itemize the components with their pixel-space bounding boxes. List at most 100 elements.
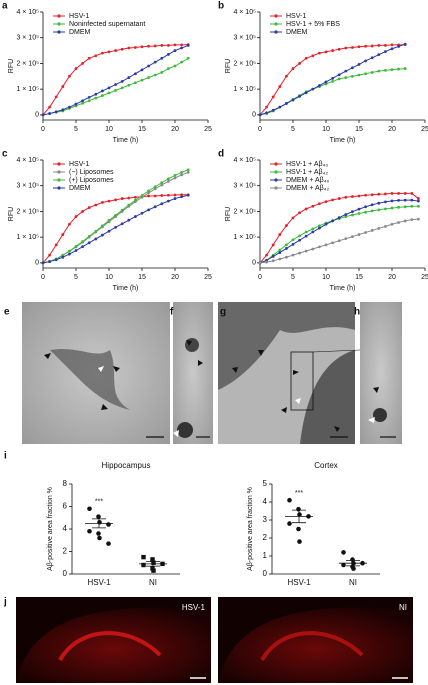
legend-label: HSV-1 xyxy=(286,13,306,20)
data-point xyxy=(87,234,91,238)
data-point xyxy=(61,253,65,257)
aggregate xyxy=(185,338,199,352)
data-point xyxy=(298,211,301,215)
legend-marker xyxy=(274,14,278,18)
y-tick-label: 4 × 10⁵ xyxy=(233,9,256,16)
data-point xyxy=(311,230,315,234)
legend-marker xyxy=(57,162,61,166)
data-point xyxy=(120,222,124,226)
data-point xyxy=(318,51,321,55)
y-axis-label: Aβ-positive area fraction % xyxy=(47,487,54,571)
data-point xyxy=(324,82,328,86)
data-point xyxy=(127,203,131,207)
x-tick-label: 15 xyxy=(355,274,363,281)
data-point xyxy=(107,86,111,90)
data-point xyxy=(81,62,84,65)
data-point xyxy=(403,219,407,223)
panel-label: h xyxy=(354,307,360,318)
data-point xyxy=(54,95,58,99)
membrane xyxy=(218,302,355,390)
x-tick-label: 25 xyxy=(204,126,212,133)
data-point xyxy=(390,47,394,51)
x-tick-label: 10 xyxy=(105,274,113,281)
x-axis-label: Time (h) xyxy=(113,285,139,292)
data-point xyxy=(94,203,98,207)
data-point xyxy=(150,566,155,571)
data-point xyxy=(384,207,387,211)
data-point xyxy=(140,211,144,215)
data-point xyxy=(278,85,282,88)
data-point xyxy=(271,95,275,99)
data-point xyxy=(140,45,144,49)
series-line xyxy=(259,44,406,116)
legend-label: DMEM xyxy=(286,29,308,36)
y-axis-label: RFU xyxy=(8,207,15,221)
data-point xyxy=(324,50,328,54)
series-line xyxy=(259,199,419,264)
data-point xyxy=(344,237,348,241)
legend-label: (+) Liposomes xyxy=(69,177,114,184)
data-point xyxy=(278,105,282,109)
data-point xyxy=(384,224,387,228)
data-point xyxy=(147,76,151,79)
data-point xyxy=(370,229,374,232)
data-point xyxy=(377,53,381,57)
data-point xyxy=(265,111,268,115)
data-point xyxy=(74,249,78,252)
legend-marker xyxy=(274,178,278,182)
y-tick-label: 0 xyxy=(35,260,39,267)
y-axis-label: RFU xyxy=(8,59,15,73)
sem-bar xyxy=(92,518,106,529)
tissue-images xyxy=(16,597,413,683)
data-point xyxy=(167,193,170,197)
data-point xyxy=(304,91,308,95)
panel-label: g xyxy=(220,307,226,318)
data-point xyxy=(417,197,420,200)
data-point xyxy=(384,50,387,53)
data-point xyxy=(285,243,288,247)
legend-marker xyxy=(274,186,278,190)
data-point xyxy=(120,208,124,212)
data-point xyxy=(311,54,315,58)
data-point xyxy=(364,193,367,197)
data-point xyxy=(258,261,262,265)
data-point xyxy=(54,258,58,262)
y-tick-label: 1 × 10⁵ xyxy=(16,86,39,93)
data-point xyxy=(351,213,354,217)
data-point xyxy=(81,101,84,105)
data-point xyxy=(134,81,137,85)
data-point xyxy=(324,200,328,204)
aggregate xyxy=(50,348,130,410)
data-point xyxy=(258,113,262,117)
data-point xyxy=(180,46,184,50)
data-point xyxy=(127,46,131,50)
data-point xyxy=(331,198,334,202)
x-tick-label: HSV-1 xyxy=(87,578,111,587)
data-point xyxy=(291,242,295,246)
legend-marker xyxy=(274,162,278,166)
data-point xyxy=(101,51,104,55)
data-point xyxy=(357,73,361,77)
data-point xyxy=(94,237,98,241)
data-point xyxy=(87,241,91,245)
data-point xyxy=(351,210,354,214)
data-point xyxy=(410,198,414,202)
x-tick-label: 20 xyxy=(171,126,179,133)
data-point xyxy=(167,44,170,47)
data-point xyxy=(384,200,387,204)
data-point xyxy=(357,233,361,236)
axis xyxy=(259,160,425,269)
data-point xyxy=(397,67,400,71)
data-point xyxy=(344,195,348,199)
data-point xyxy=(417,204,420,208)
data-point xyxy=(370,209,374,213)
sem-bar xyxy=(346,560,360,567)
data-point xyxy=(298,94,301,98)
data-point xyxy=(331,80,334,83)
x-tick-label: 25 xyxy=(204,274,212,281)
data-point xyxy=(278,251,282,254)
data-point xyxy=(403,67,407,70)
panel-label: e xyxy=(4,307,10,318)
y-tick-label: 0 xyxy=(263,569,268,578)
